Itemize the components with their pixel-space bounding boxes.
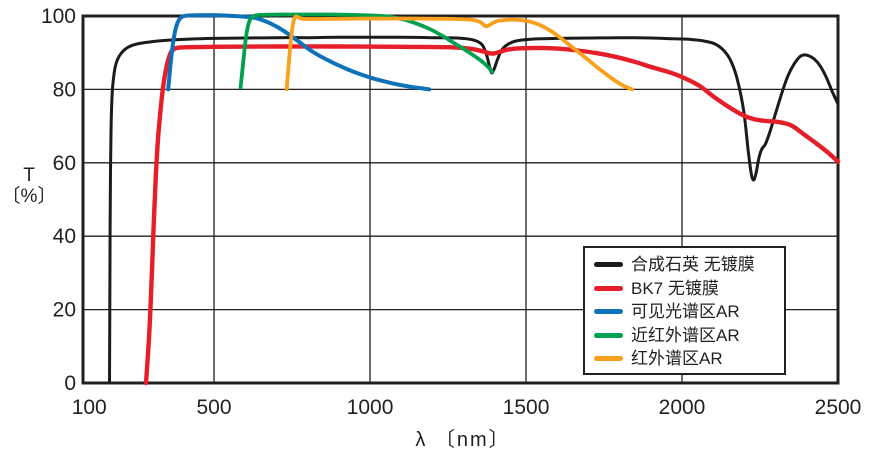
x-tick-label: 1500 [503, 396, 550, 419]
legend-swatch-visible-ar [594, 309, 623, 315]
curve-series-2 [166, 13, 432, 92]
x-tick-label: 2000 [659, 396, 706, 419]
legend-item-quartz: 合成石英 无镀膜 [594, 253, 784, 277]
y-tick-label: 80 [53, 78, 76, 101]
x-tick-label: 2500 [815, 396, 862, 419]
legend-label-nir-ar: 近红外谱区AR [631, 325, 740, 345]
y-axis-title: T 〔%〕 [0, 165, 58, 207]
legend-label-quartz: 合成石英 无镀膜 [631, 255, 755, 275]
legend-item-bk7: BK7 无镀膜 [594, 277, 784, 301]
y-tick-label: 100 [41, 5, 76, 28]
y-tick-label: 60 [53, 152, 76, 175]
legend-label-bk7: BK7 无镀膜 [631, 278, 719, 298]
y-axis-title-line1: T [23, 165, 35, 186]
legend-swatch-bk7 [594, 285, 623, 291]
x-tick-label: 500 [197, 396, 232, 419]
y-axis-title-line2: 〔%〕 [1, 186, 57, 207]
x-tick-label: 100 [72, 396, 107, 419]
y-tick-label: 20 [53, 299, 76, 322]
x-axis-title: λ 〔nm〕 [415, 429, 511, 451]
y-tick-label: 40 [53, 225, 76, 248]
legend-item-visible-ar: 可见光谱区AR [594, 300, 784, 324]
legend-label-ir-ar: 红外谱区AR [631, 349, 723, 369]
plot-border [81, 14, 840, 385]
legend: 合成石英 无镀膜 BK7 无镀膜 可见光谱区AR 近红外谱区AR 红外谱区AR [583, 246, 786, 375]
curve-series-3 [238, 12, 495, 90]
legend-swatch-nir-ar [594, 332, 623, 338]
legend-item-ir-ar: 红外谱区AR [594, 347, 784, 371]
curve-series-4 [284, 14, 634, 92]
y-tick-label: 0 [64, 372, 76, 395]
legend-label-visible-ar: 可见光谱区AR [631, 302, 740, 322]
curve-series-1 [143, 44, 841, 386]
legend-swatch-ir-ar [594, 356, 623, 362]
legend-item-nir-ar: 近红外谱区AR [594, 324, 784, 348]
x-tick-label: 1000 [347, 396, 394, 419]
curve-series-0 [108, 35, 840, 385]
legend-swatch-quartz [594, 262, 623, 268]
